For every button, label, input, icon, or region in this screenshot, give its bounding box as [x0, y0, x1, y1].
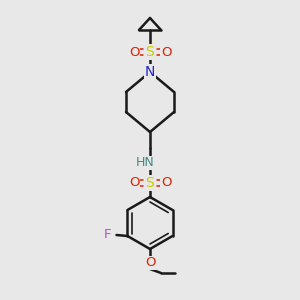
Text: S: S: [146, 45, 154, 59]
Text: O: O: [129, 176, 139, 190]
Text: F: F: [104, 229, 111, 242]
Text: O: O: [145, 256, 155, 269]
Text: S: S: [146, 176, 154, 190]
Text: O: O: [129, 46, 139, 59]
Text: O: O: [161, 46, 171, 59]
Text: HN: HN: [136, 157, 154, 169]
Text: N: N: [145, 65, 155, 79]
Text: O: O: [161, 176, 171, 190]
